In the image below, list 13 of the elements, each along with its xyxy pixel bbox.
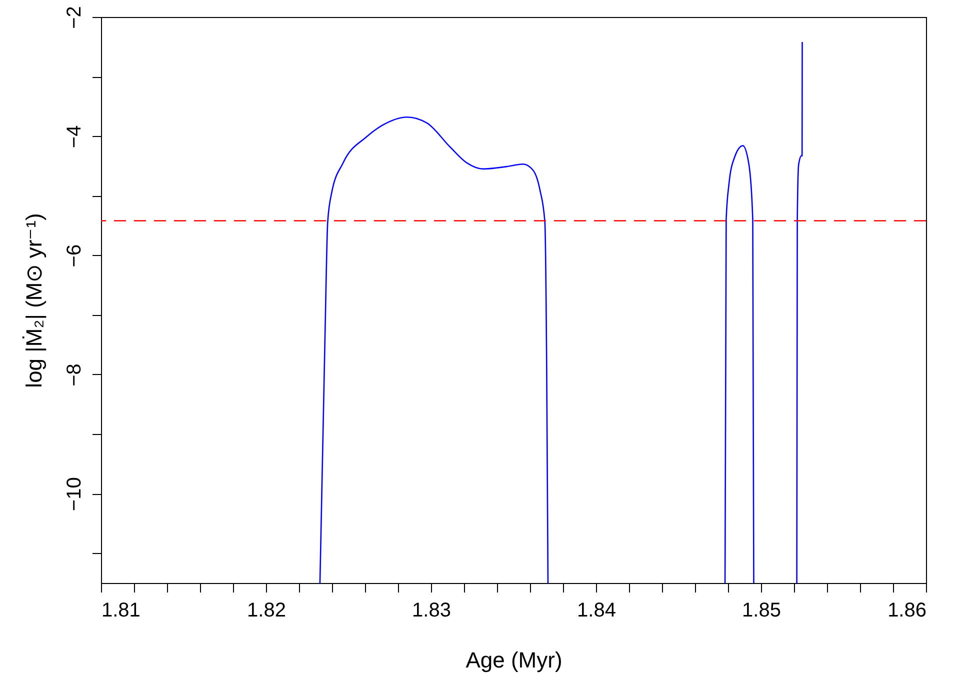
- x-tick-label: 1.86: [888, 600, 926, 622]
- x-tick-label: 1.85: [742, 600, 781, 622]
- x-tick-label: 1.84: [577, 600, 616, 622]
- y-tick-label: −6: [64, 244, 86, 268]
- x-tick-label: 1.81: [102, 600, 140, 622]
- y-tick-label: −10: [64, 477, 86, 512]
- y-tick-label: −4: [64, 125, 86, 148]
- y-axis-title: log |Ṁ₂| (M⊙ yr⁻¹): [22, 213, 46, 388]
- x-tick-label: 1.82: [247, 600, 286, 622]
- y-tick-label: −8: [64, 364, 86, 386]
- x-tick-label: 1.83: [412, 600, 451, 622]
- x-axis-title: Age (Myr): [466, 648, 562, 672]
- y-tick-label: −2: [64, 6, 86, 29]
